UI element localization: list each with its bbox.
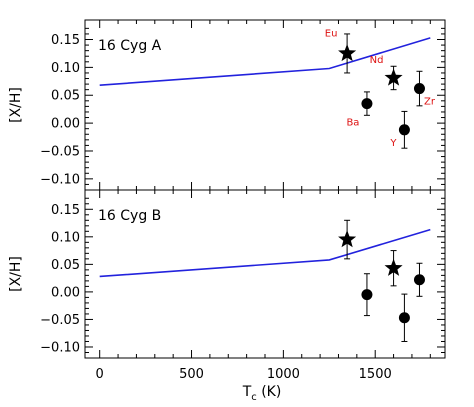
x-tick-label: 1500 <box>359 367 392 382</box>
star-marker <box>338 43 357 62</box>
x-axis-title: Tc (K) <box>242 384 282 403</box>
y-tick-label: 0.00 <box>51 285 80 300</box>
x-tick-label: 1000 <box>267 367 300 382</box>
circle-marker <box>398 124 410 136</box>
y-tick-label: −0.05 <box>40 313 80 328</box>
circle-marker <box>361 289 373 301</box>
element-label: Y <box>389 138 397 149</box>
element-label: Nd <box>370 55 384 66</box>
star-marker <box>338 230 357 248</box>
element-label: Eu <box>325 28 338 39</box>
circle-marker <box>361 98 373 110</box>
star-marker <box>384 258 403 276</box>
circle-marker <box>398 312 410 324</box>
y-tick-label: 0.10 <box>51 230 80 245</box>
star-marker <box>384 68 403 86</box>
panel-a: −0.10 −0.05 0.00 0.05 0.10 0.15 16 Cyg A [X/H] E… <box>8 19 446 191</box>
element-label: Zr <box>424 97 436 108</box>
panel-title: 16 Cyg A <box>98 38 162 54</box>
x-axis-labels: 0 500 1000 1500 <box>96 367 392 382</box>
x-tick-label: 0 <box>96 367 104 382</box>
y-tick-label: 0.05 <box>51 89 80 104</box>
y-tick-label: 0.00 <box>51 117 80 132</box>
trend-line <box>99 37 431 87</box>
panel-b: −0.10 −0.05 0.00 0.05 0.10 0.15 16 Cyg B [X/H] <box>8 189 446 359</box>
panel-title: 16 Cyg B <box>98 208 161 224</box>
y-tick-label: 0.05 <box>51 258 80 273</box>
y-tick-label: −0.10 <box>40 340 80 355</box>
y-tick-label: 0.15 <box>51 203 80 218</box>
y-tick-label: −0.10 <box>40 172 80 187</box>
y-axis-title: [X/H] <box>8 256 24 292</box>
trend-line <box>99 228 431 278</box>
element-label: Ba <box>346 118 359 129</box>
circle-marker <box>413 83 425 95</box>
y-tick-label: −0.05 <box>40 144 80 159</box>
y-axis-title: [X/H] <box>8 87 24 123</box>
circle-marker <box>413 274 425 286</box>
y-tick-label: 0.15 <box>51 33 80 48</box>
x-tick-label: 500 <box>179 367 204 382</box>
y-tick-label: 0.10 <box>51 61 80 76</box>
